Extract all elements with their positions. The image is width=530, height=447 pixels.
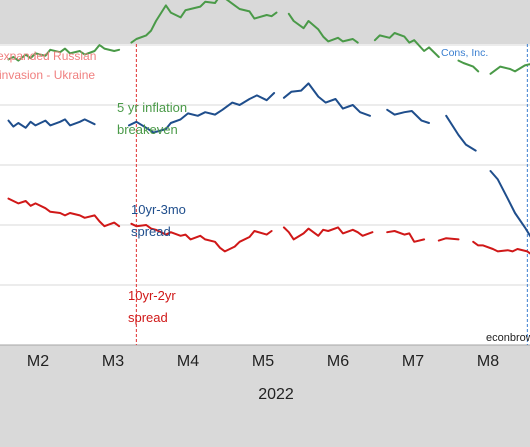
invasion-annotation-line2: invasion - Ukraine [0, 68, 95, 82]
source-credit: econbrow [486, 332, 530, 344]
spread-2yr-series-label-line1: 10yr-2yr [128, 288, 176, 303]
x-tick-label: M3 [102, 353, 124, 370]
plot-background [0, 44, 530, 345]
inflation-series-label-line2: breakeven [117, 122, 178, 137]
x-tick-labels: M2 M3 M4 M5 M6 M7 M8 [27, 353, 499, 370]
spread-3mo-series-label-line2: spread [131, 224, 171, 239]
cons-inc-annotation: Cons, Inc. [441, 47, 488, 59]
x-tick-label: M7 [402, 353, 424, 370]
x-axis-label: 2022 [258, 386, 294, 403]
x-tick-label: M6 [327, 353, 349, 370]
x-tick-label: M2 [27, 353, 49, 370]
x-tick-label: M8 [477, 353, 499, 370]
spread-2yr-series-label-line2: spread [128, 310, 168, 325]
inflation-series-label-line1: 5 yr inflation [117, 100, 187, 115]
invasion-annotation-line1: expanded Russian [0, 49, 96, 63]
x-tick-label: M5 [252, 353, 274, 370]
spread-3mo-series-label-line1: 10yr-3mo [131, 202, 186, 217]
x-tick-label: M4 [177, 353, 199, 370]
